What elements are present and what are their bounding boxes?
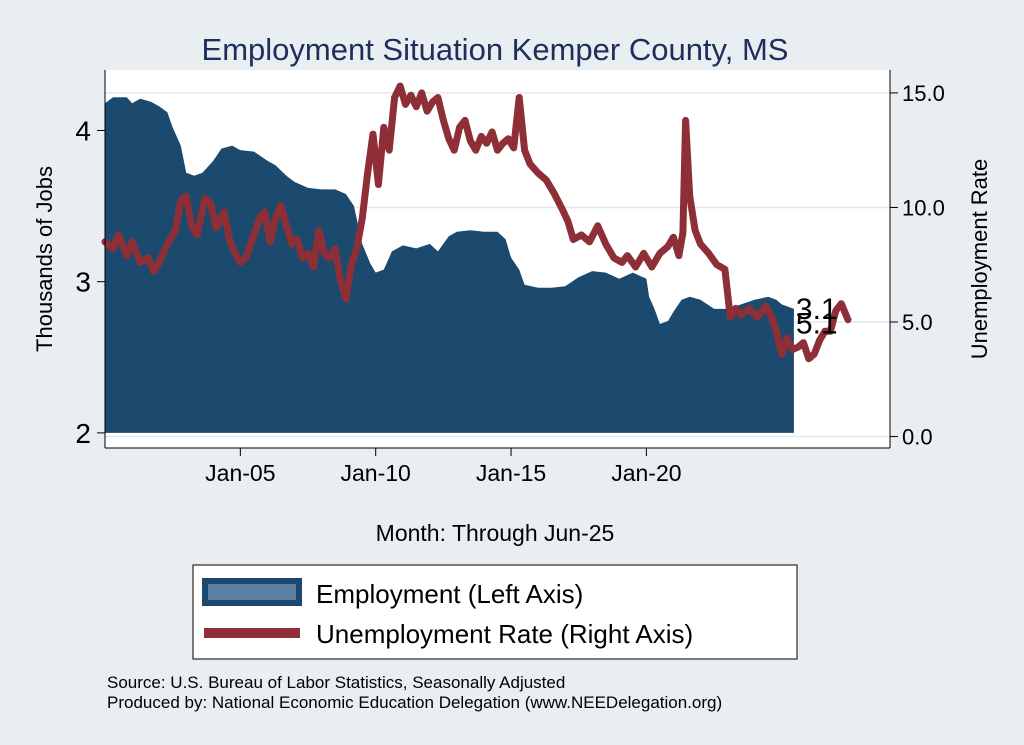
- chart-title: Employment Situation Kemper County, MS: [202, 32, 789, 67]
- x-ticks: Jan-05 Jan-10 Jan-15 Jan-20: [205, 448, 682, 486]
- left-y-ticks: 2 3 4: [75, 115, 105, 449]
- y-right-tick-label-0: 0.0: [902, 425, 933, 450]
- x-axis-label: Month: Through Jun-25: [376, 520, 615, 546]
- employment-area: [105, 97, 794, 433]
- source-note: Source: U.S. Bureau of Labor Statistics,…: [107, 673, 566, 692]
- legend: Employment (Left Axis) Unemployment Rate…: [192, 564, 798, 660]
- unemployment-line: [101, 82, 852, 363]
- right-y-ticks: 0.0 5.0 10.0 15.0: [890, 81, 945, 450]
- y-right-tick-label-1: 5.0: [902, 310, 933, 335]
- x-tick-label-1: Jan-10: [341, 460, 411, 486]
- y-left-tick-label-2: 4: [75, 115, 91, 146]
- y-right-tick-label-3: 15.0: [902, 81, 945, 106]
- y-right-tick-label-2: 10.0: [902, 195, 945, 220]
- produced-by-note: Produced by: National Economic Education…: [107, 693, 723, 712]
- y-axis-left-label: Thousands of Jobs: [32, 166, 57, 352]
- y-axis-right-label: Unemployment Rate: [967, 159, 992, 360]
- y-left-tick-label-0: 2: [75, 418, 91, 449]
- y-left-tick-label-1: 3: [75, 267, 91, 298]
- x-tick-label-3: Jan-20: [611, 460, 681, 486]
- x-tick-label-0: Jan-05: [205, 460, 275, 486]
- legend-swatch-employment-inner: [208, 584, 296, 600]
- legend-label-unemployment: Unemployment Rate (Right Axis): [316, 619, 693, 649]
- legend-label-employment: Employment (Left Axis): [316, 579, 583, 609]
- unemployment-end-label: 5.1: [796, 308, 838, 341]
- x-tick-label-2: Jan-15: [476, 460, 546, 486]
- employment-end-label: 3.1: [796, 293, 838, 326]
